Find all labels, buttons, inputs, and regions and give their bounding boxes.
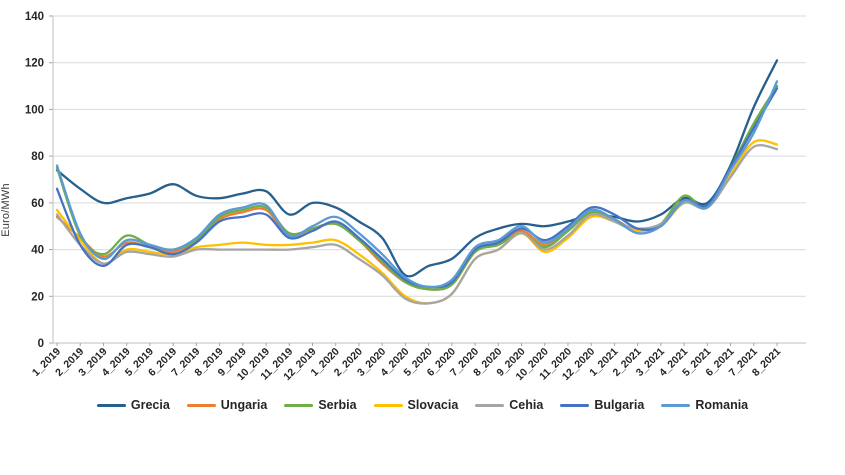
legend-label-serbia: Serbia [318, 398, 357, 412]
legend-swatch-serbia [284, 403, 314, 407]
series-line-romania [55, 80, 779, 289]
series-line-grecia [55, 59, 779, 278]
series-line-slovacia [55, 139, 779, 305]
legend-swatch-cehia [475, 403, 505, 407]
y-tick-label: 140 [25, 11, 44, 23]
legend-item-serbia: Serbia [284, 398, 357, 412]
legend-swatch-ungaria [186, 403, 216, 407]
legend-item-romania: Romania [661, 398, 748, 412]
y-tick-label: 60 [31, 198, 44, 210]
y-axis-title: Euro/MWh [0, 183, 12, 237]
series-line-cehia [55, 143, 779, 305]
legend-label-romania: Romania [695, 398, 749, 412]
legend-swatch-grecia [96, 403, 126, 407]
legend-label-grecia: Grecia [130, 398, 170, 412]
chart-legend: Grecia Ungaria Serbia Slovacia Cehia Bulgaria… [0, 398, 845, 412]
legend-swatch-romania [661, 403, 691, 407]
legend-swatch-slovacia [373, 403, 403, 407]
legend-label-slovacia: Slovacia [407, 398, 459, 412]
legend-item-grecia: Grecia [96, 398, 170, 412]
y-tick-label: 0 [38, 338, 44, 350]
legend-item-bulgaria: Bulgaria [560, 398, 644, 412]
y-tick-label: 80 [31, 151, 44, 163]
legend-item-cehia: Cehia [475, 398, 543, 412]
series-line-serbia [55, 84, 779, 291]
series-line-ungaria [55, 84, 779, 291]
y-tick-label: 20 [31, 291, 44, 303]
legend-label-ungaria: Ungaria [220, 398, 268, 412]
y-tick-label: 120 [25, 58, 44, 70]
legend-label-bulgaria: Bulgaria [594, 398, 645, 412]
y-tick-label: 40 [31, 245, 44, 257]
legend-item-slovacia: Slovacia [373, 398, 459, 412]
legend-label-cehia: Cehia [509, 398, 544, 412]
legend-item-ungaria: Ungaria [186, 398, 268, 412]
legend-swatch-bulgaria [560, 403, 590, 407]
y-tick-label: 100 [25, 104, 44, 116]
